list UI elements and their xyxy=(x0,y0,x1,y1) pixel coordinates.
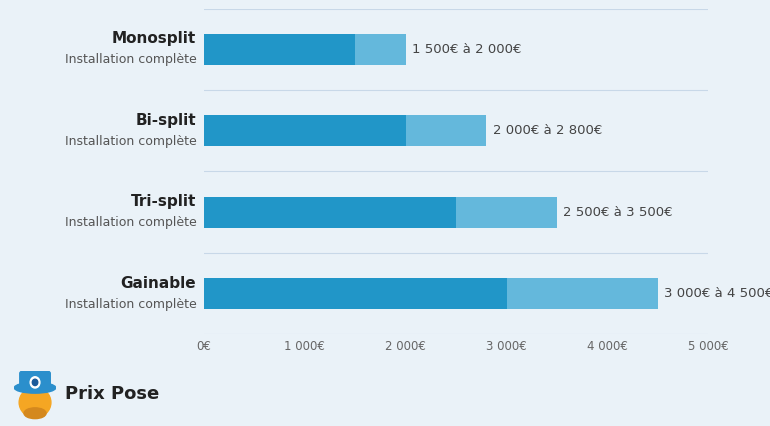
Bar xyxy=(356,34,406,65)
Text: Monosplit: Monosplit xyxy=(112,31,196,46)
Text: 2 500€ à 3 500€: 2 500€ à 3 500€ xyxy=(563,206,673,219)
Text: Prix Pose: Prix Pose xyxy=(65,385,159,403)
Text: Installation complète: Installation complète xyxy=(65,298,196,311)
Text: Bi-split: Bi-split xyxy=(136,112,196,127)
Text: Tri-split: Tri-split xyxy=(131,194,196,209)
Ellipse shape xyxy=(19,387,51,417)
Text: 2 000€ à 2 800€: 2 000€ à 2 800€ xyxy=(493,124,602,137)
Bar xyxy=(204,34,356,65)
Bar xyxy=(204,197,456,227)
Text: 3 000€ à 4 500€: 3 000€ à 4 500€ xyxy=(664,287,770,300)
Bar xyxy=(204,278,507,309)
FancyBboxPatch shape xyxy=(20,371,50,391)
Ellipse shape xyxy=(24,408,46,419)
Text: Gainable: Gainable xyxy=(121,276,196,291)
Text: Installation complète: Installation complète xyxy=(65,135,196,148)
Bar xyxy=(507,278,658,309)
Ellipse shape xyxy=(15,383,55,393)
Bar xyxy=(204,115,406,146)
Circle shape xyxy=(30,377,40,388)
Text: Installation complète: Installation complète xyxy=(65,216,196,229)
Circle shape xyxy=(32,379,38,386)
Text: Installation complète: Installation complète xyxy=(65,53,196,66)
Bar xyxy=(456,197,557,227)
Text: 1 500€ à 2 000€: 1 500€ à 2 000€ xyxy=(412,43,521,56)
Bar xyxy=(406,115,487,146)
